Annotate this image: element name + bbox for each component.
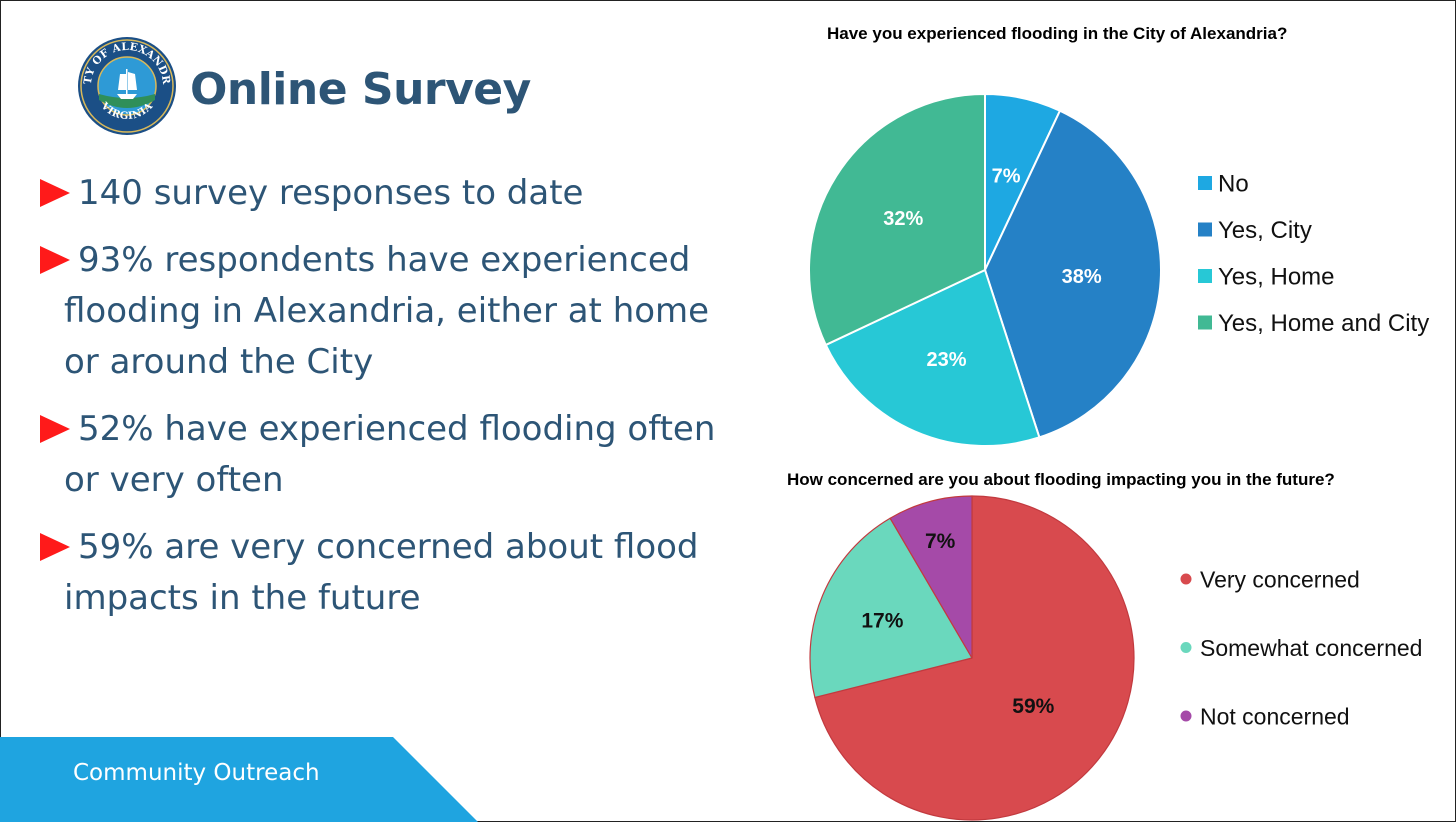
bullet-item: 52% have experienced flooding often or v… [40,404,754,506]
legend-marker-yes-home-and-city [1198,315,1212,330]
legend-marker-no [1198,176,1212,190]
legend-marker-yes-home [1198,269,1212,283]
legend-label-yes-city: Yes, City [1218,217,1312,244]
red-arrow-icon [40,533,70,561]
legend-label-not-concerned: Not concerned [1200,703,1350,729]
bullet-item: 93% respondents have experienced floodin… [40,235,754,388]
legend-label-very-concerned: Very concerned [1200,566,1360,592]
red-arrow-icon [40,179,70,207]
slide-title: Online Survey [190,64,531,115]
footer-banner [0,737,478,822]
chart-2-title: How concerned are you about flooding imp… [787,470,1335,489]
bullet-item: 140 survey responses to date [40,168,754,219]
pie-slice-not-concerned [889,495,973,659]
red-arrow-icon [40,415,70,443]
bullet-text: 140 survey responses to date [78,173,584,213]
legend-marker-very-concerned [1179,572,1193,586]
data-label-yes-home-and-city: 32% [883,208,923,230]
data-label-yes-city: 38% [1062,266,1102,288]
data-label-very-concerned: 59% [1012,695,1054,718]
pie-slice-somewhat-concerned [809,517,973,699]
legend-label-yes-home-and-city: Yes, Home and City [1218,310,1429,337]
bullet-text: 93% respondents have experienced floodin… [64,240,710,382]
data-label-not-concerned: 7% [925,530,956,553]
legend-marker-somewhat-concerned [1179,641,1193,654]
pie-slice-yes-home [824,269,1041,447]
legend-label-somewhat-concerned: Somewhat concerned [1200,635,1422,661]
legend-marker-not-concerned [1179,709,1193,723]
city-seal-logo: CITY OF ALEXANDRIA VIRGINIA [77,36,176,135]
footer-label: Community Outreach [73,760,320,786]
pie-slice-yes-city [984,109,1162,439]
legend-label-no: No [1218,171,1249,198]
chart-2-future-concern: 59% 17% 7% Very concerned Somewhat concerned… [809,495,1422,821]
chart-1-title: Have you experienced flooding in the Cit… [827,24,1288,43]
data-label-yes-home: 23% [927,349,967,371]
data-label-somewhat-concerned: 17% [861,610,903,633]
data-label-no: 7% [992,166,1021,188]
chart-1-flooding-experience: 7% 38% 23% 32% No Yes, City Yes, Home Yes, Home… [808,93,1429,447]
pie-slice-very-concerned [814,495,1135,821]
legend-marker-yes-city [1198,222,1212,237]
legend-label-yes-home: Yes, Home [1218,264,1335,291]
red-arrow-icon [40,246,70,274]
pie-slice-yes-home-and-city [808,93,986,346]
bullet-text: 52% have experienced flooding often or v… [64,409,716,500]
bullet-text: 59% are very concerned about flood impac… [64,527,699,618]
bullet-item: 59% are very concerned about flood impac… [40,522,754,624]
